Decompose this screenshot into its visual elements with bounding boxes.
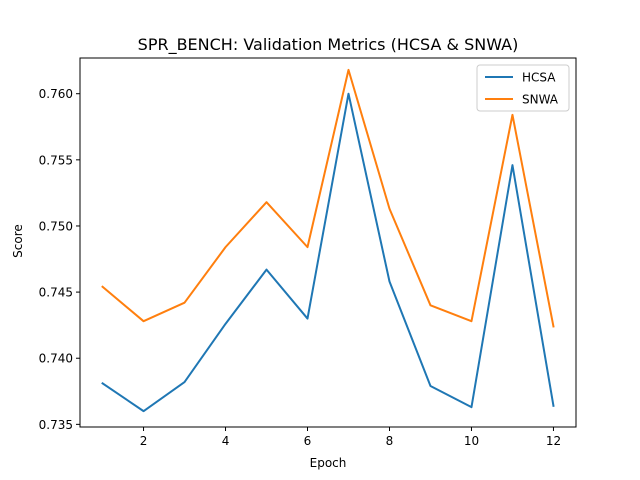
y-axis-label: Score — [11, 224, 25, 258]
plot-area — [79, 57, 577, 428]
chart-title: SPR_BENCH: Validation Metrics (HCSA & SN… — [138, 35, 519, 55]
y-tick-label: 0.735 — [39, 418, 73, 432]
axes-frame — [79, 57, 577, 428]
series-line-hcsa — [101, 92, 555, 413]
series-snwa — [101, 68, 555, 328]
x-tick-label: 4 — [222, 434, 230, 448]
legend-label-snwa: SNWA — [522, 93, 559, 107]
x-tick-label: 10 — [464, 434, 479, 448]
y-tick-label: 0.755 — [39, 153, 73, 167]
legend-label-hcsa: HCSA — [522, 71, 556, 85]
y-tick-label: 0.760 — [39, 87, 73, 101]
legend: HCSA SNWA — [476, 64, 570, 112]
plot-background — [80, 58, 576, 427]
y-tick-label: 0.740 — [39, 352, 73, 366]
x-tick-label: 2 — [140, 434, 148, 448]
y-axis: 0.735 0.740 0.745 0.750 0.755 0.760 — [39, 87, 80, 432]
y-tick-label: 0.750 — [39, 219, 73, 233]
series-line-snwa — [101, 68, 555, 328]
x-tick-label: 6 — [304, 434, 312, 448]
x-tick-label: 12 — [546, 434, 561, 448]
series-hcsa — [101, 92, 555, 413]
x-axis-label: Epoch — [310, 456, 347, 470]
x-tick-label: 8 — [386, 434, 394, 448]
x-axis: 2 4 6 8 10 12 — [140, 427, 561, 448]
y-tick-label: 0.745 — [39, 286, 73, 300]
